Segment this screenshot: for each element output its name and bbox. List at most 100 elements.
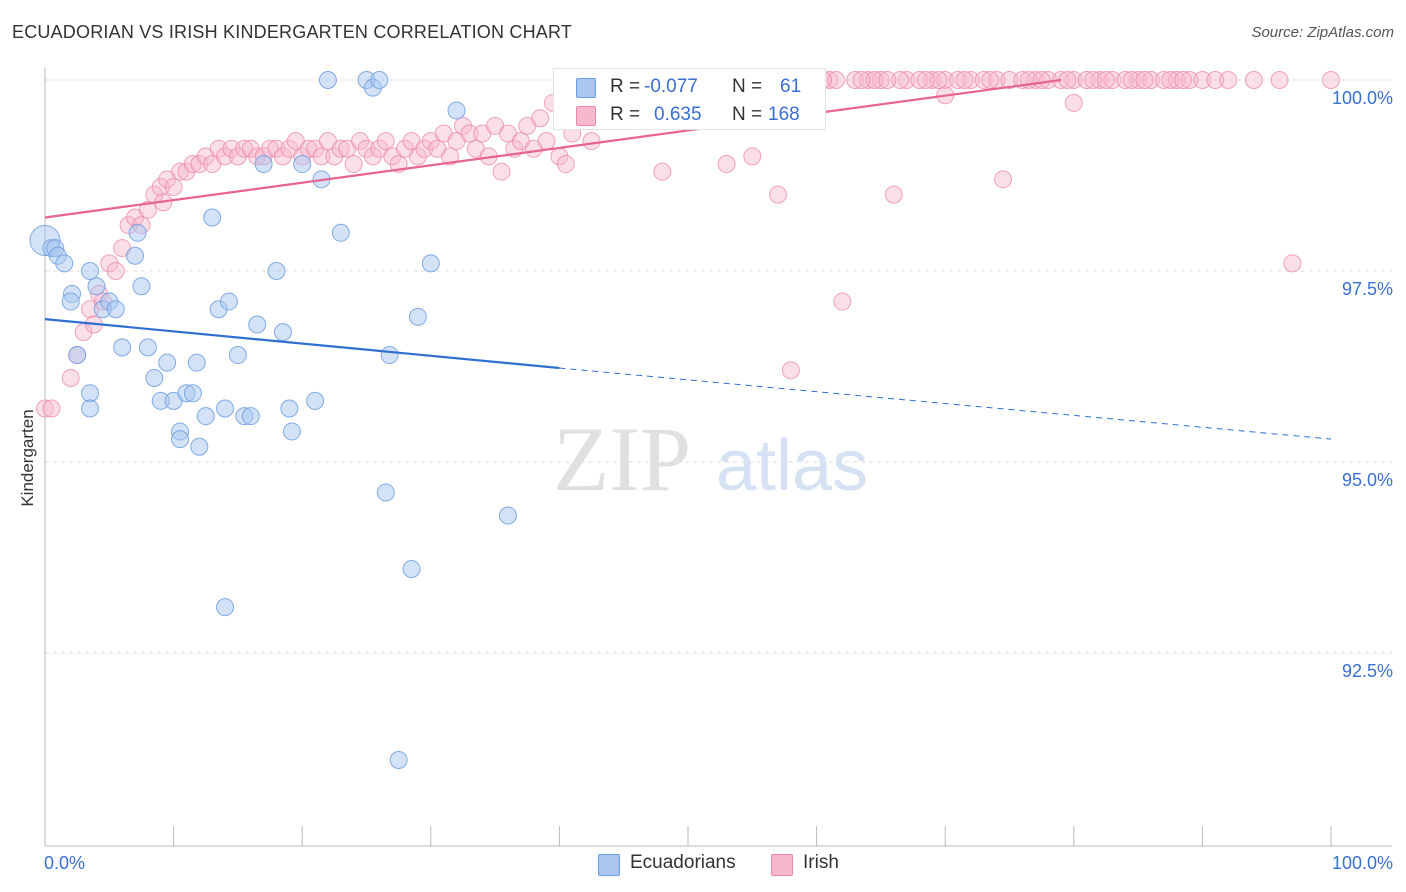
irish-point [1244,71,1263,89]
ecuadorian-point [128,223,147,242]
ecuadorian-point [241,407,260,426]
ecuadorians-trend-line [44,318,560,370]
irish-point [859,71,878,89]
irish-point [582,132,601,151]
ecuadorian-point [196,407,215,426]
ecuadorians-legend-label: Ecuadorians [630,852,736,873]
ecuadorian-point [402,559,421,578]
ecuadorian-point [408,307,427,326]
irish-point [460,124,479,143]
irish-point [846,71,865,89]
irish-point [1322,71,1340,89]
ecuadorian-point [183,384,202,403]
irish-point [916,71,935,89]
irish-point [222,139,241,158]
irish-point [1064,71,1083,89]
n-label: N = [732,104,763,125]
irish-point [781,361,800,380]
irish-point [415,139,434,158]
ecuadorian-point [421,254,440,273]
ecuadorian-point [87,277,106,296]
irish-trend-line [44,78,1062,219]
irish-point [897,71,916,89]
ecuadorian-point [282,422,301,441]
irish-point [164,177,183,196]
r-value: 0.635 [654,104,702,125]
irish-point [273,147,292,166]
irish-point [717,155,736,174]
ecuadorian-point [171,430,190,449]
irish-point [884,185,903,204]
irish-point [974,71,993,89]
ecuadorian-point [81,262,100,280]
tick-labels: 100.0% 97.5% 95.0% 92.5% 0.0% 100.0% [44,88,1393,873]
irish-point [351,132,370,151]
irish-point [151,177,170,196]
ecuadorian-point [498,506,517,525]
irish-point [865,71,884,89]
irish-point [878,71,897,89]
irish-point [138,200,157,219]
irish-point [653,162,672,181]
source-label: Source: ZipAtlas.com [1251,24,1394,41]
irish-point [331,139,350,158]
legend-row-irish: R = 0.635 N = 168 [554,101,825,129]
trend-lines [44,78,1332,440]
ecuadorians-swatch [576,78,596,98]
irish-point [556,155,575,174]
irish-point [1032,71,1051,89]
n-value: 168 [768,104,800,125]
watermark-zip: ZIP [553,408,691,510]
irish-point [1077,71,1096,89]
irish-point [955,71,974,89]
irish-point [910,71,929,89]
irish-point [408,147,427,166]
ecuadorian-point [126,246,145,265]
irish-point [891,71,910,89]
y-tick-label: 92.5% [1342,661,1393,681]
irish-point [769,185,788,204]
ecuadorian-point [267,262,286,280]
ecuadorian-point [68,346,87,365]
ecuadorian-point [216,399,235,418]
irish-point [994,170,1013,189]
irish-point [1135,71,1154,89]
stats-legend: R = -0.077 N = 61 R = 0.635 N = 168 [553,68,826,130]
irish-swatch [576,106,596,126]
ecuadorian-point [280,399,299,418]
ecuadorian-point [318,71,337,89]
ecuadorian-point [61,292,80,311]
ecuadorian-point [331,223,350,242]
irish-point [1000,71,1019,89]
irish-point [492,162,511,181]
irish-point [357,139,376,158]
irish-point [267,139,286,158]
r-value: -0.077 [644,76,698,97]
ecuadorian-point [216,598,235,617]
y-tick-label: 97.5% [1342,279,1393,299]
irish-point [36,399,54,418]
irish-point [833,292,852,311]
irish-point [1167,71,1186,89]
irish-point [1122,71,1141,89]
ecuadorian-point [113,338,132,357]
ecuadorian-point [55,254,74,273]
ecuadorian-point [389,750,408,769]
irish-point [106,262,125,280]
watermark: ZIP atlas [553,408,868,510]
ecuadorian-point [138,338,157,357]
irish-point [936,71,955,89]
irish-point [743,147,762,166]
ecuadorian-point [376,483,395,502]
irish-point [1154,71,1173,89]
ecuadorians-legend-swatch [598,854,620,876]
irish-point [190,155,209,174]
irish-point [312,147,331,166]
ecuadorian-point [190,437,209,456]
irish-point [1058,71,1077,89]
ecuadorian-point [228,346,247,365]
ecuadorian-point [273,323,292,342]
irish-legend-swatch [771,854,793,876]
n-label: N = [732,76,763,97]
